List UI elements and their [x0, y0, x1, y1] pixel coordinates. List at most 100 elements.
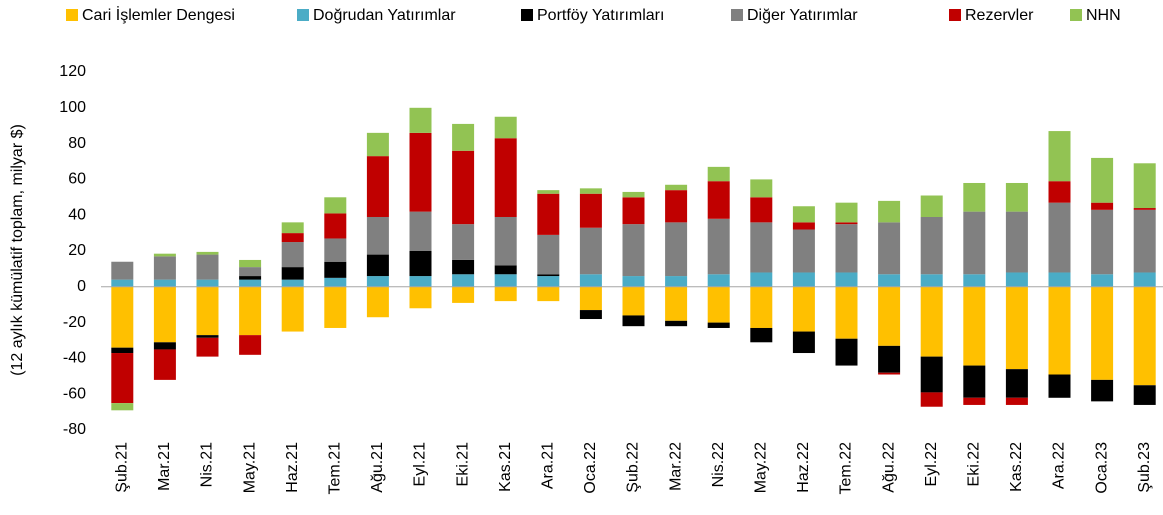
x-tick-label: Nis.21	[199, 442, 216, 487]
bar-segment	[750, 272, 773, 287]
bar-segment	[622, 191, 645, 198]
bar-segment	[409, 286, 432, 309]
bar-segment	[665, 184, 688, 191]
bar-segment	[111, 347, 134, 354]
bar-segment	[750, 222, 773, 273]
bar-segment	[665, 276, 688, 287]
bar-segment	[792, 272, 815, 287]
bar-segment	[111, 353, 134, 404]
bar-segment	[750, 286, 773, 328]
bar-segment	[409, 107, 432, 133]
bar-segment	[409, 211, 432, 251]
bar-segment	[878, 286, 901, 346]
bar-segment	[1133, 163, 1156, 209]
x-tick-label: Tem.21	[327, 442, 344, 495]
bar-segment	[920, 216, 943, 275]
legend-label: Diğer Yatırımlar	[747, 7, 858, 24]
bar-segment	[281, 222, 304, 234]
legend-swatch	[66, 9, 78, 21]
bar-segment	[963, 211, 986, 275]
x-tick-label: Haz.21	[284, 442, 301, 493]
bar-segment	[622, 286, 645, 316]
y-tick-label: -80	[63, 421, 86, 438]
x-tick-label: Haz.22	[795, 442, 812, 493]
bar-segment	[494, 286, 517, 302]
x-tick-label: May.21	[241, 442, 258, 493]
bar-segment	[324, 261, 347, 278]
bar-segment	[665, 190, 688, 223]
bar-segment	[537, 190, 560, 194]
bar-segment	[579, 274, 602, 287]
bar-segment	[920, 286, 943, 357]
bar-segment	[324, 213, 347, 239]
bar-segment	[622, 197, 645, 225]
bar-segment	[153, 253, 176, 257]
bar-segment	[665, 286, 688, 321]
bar-segment	[1091, 274, 1114, 287]
bar-segment	[494, 274, 517, 287]
x-tick-label: Ağu.22	[880, 442, 897, 493]
bar-segment	[835, 286, 858, 339]
bar-segment	[153, 342, 176, 350]
bar-segment	[963, 274, 986, 287]
x-tick-label: Tem.22	[838, 442, 855, 495]
bar-segment	[963, 365, 986, 398]
y-tick-label: -20	[63, 314, 86, 331]
bar-segment	[1005, 211, 1028, 273]
bar-segment	[196, 335, 219, 338]
bar-segment	[707, 286, 730, 323]
legend-swatch	[521, 9, 533, 21]
bar-segment	[750, 197, 773, 223]
bar-segment	[707, 166, 730, 182]
bar-segment	[792, 229, 815, 273]
y-axis-title: (12 aylık kümülatif toplam, milyar $)	[9, 124, 26, 376]
legend-label: Cari İşlemler Dengesi	[82, 5, 235, 24]
bar-segment	[494, 216, 517, 266]
y-tick-label: 100	[59, 99, 86, 116]
bar-segment	[1005, 397, 1028, 405]
y-tick-label: 0	[77, 278, 86, 295]
bar-segment	[111, 279, 134, 287]
bar-segment	[792, 331, 815, 354]
x-tick-label: Kas.21	[497, 442, 514, 492]
bar-segment	[409, 276, 432, 287]
bar-segment	[324, 197, 347, 214]
bar-segment	[835, 338, 858, 366]
bar-segment	[579, 227, 602, 275]
bar-segment	[878, 222, 901, 275]
bar-segment	[452, 259, 475, 275]
x-tick-label: Mar.21	[156, 442, 173, 491]
bar-segment	[1091, 379, 1114, 402]
bar-segment	[153, 256, 176, 280]
bar-segment	[1133, 286, 1156, 386]
bar-segment	[537, 274, 560, 277]
bar-segment	[239, 286, 262, 336]
y-tick-label: 20	[68, 242, 86, 259]
bar-segment	[239, 276, 262, 280]
bar-segment	[366, 216, 389, 255]
bar-segment	[452, 123, 475, 151]
bar-segment	[1048, 286, 1071, 375]
bar-segment	[835, 272, 858, 287]
bar-segment	[1048, 131, 1071, 182]
bar-segment	[452, 150, 475, 225]
bar-segment	[239, 259, 262, 268]
bar-segment	[324, 286, 347, 328]
bar-segment	[196, 337, 219, 357]
bar-segment	[366, 132, 389, 157]
x-tick-label: Ağu.21	[369, 442, 386, 493]
bar-segment	[196, 251, 219, 255]
bar-segment	[579, 310, 602, 320]
y-tick-label: -40	[63, 350, 86, 367]
x-tick-label: Mar.22	[667, 442, 684, 491]
bar-segment	[537, 276, 560, 287]
bar-segment	[196, 254, 219, 280]
bar-segment	[579, 188, 602, 194]
x-tick-label: Eyl.22	[923, 442, 940, 487]
legend-label: Doğrudan Yatırımlar	[313, 7, 456, 24]
x-tick-label: Kas.22	[1008, 442, 1025, 492]
x-tick-label: Eyl.21	[412, 442, 429, 487]
bar-segment	[665, 320, 688, 327]
bar-segment	[1005, 286, 1028, 370]
